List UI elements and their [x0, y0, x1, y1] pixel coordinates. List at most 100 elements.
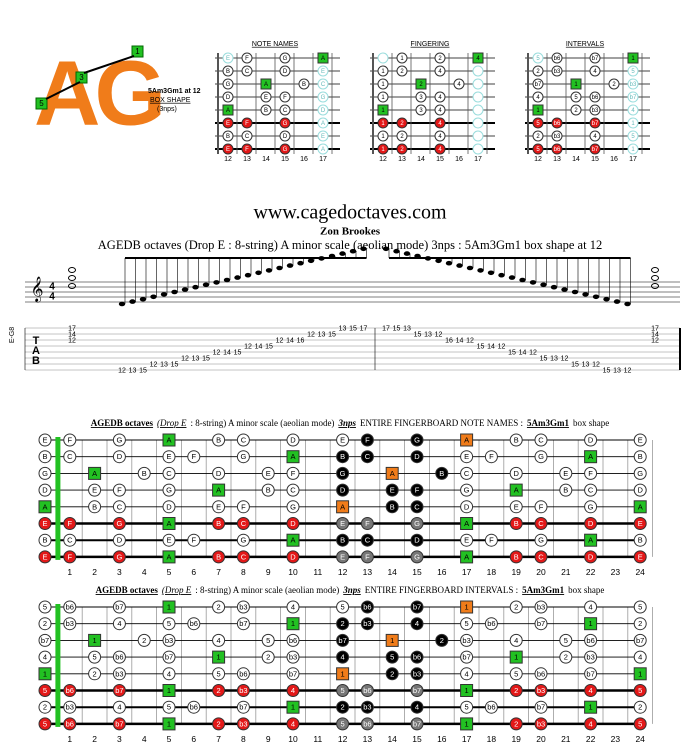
title-part: (Drop E: [157, 418, 187, 428]
note-head: [276, 265, 283, 271]
note-label: A: [321, 147, 325, 153]
note-label: C: [365, 536, 371, 545]
note-label: A: [290, 452, 295, 461]
note-label: E: [638, 552, 643, 561]
fret-number: 7: [216, 734, 221, 744]
tab-letter: T: [33, 335, 40, 347]
note-marker: [336, 517, 350, 530]
fret-number: 5: [167, 567, 172, 577]
note-label: b6: [554, 121, 561, 127]
tab-number: 16: [445, 337, 453, 344]
note-marker: [509, 667, 523, 681]
note-head: [651, 283, 659, 289]
note-label: 5: [631, 134, 635, 140]
note-marker: [187, 617, 201, 631]
note-marker: [385, 667, 399, 681]
note-marker: [484, 617, 498, 631]
note-marker: [509, 600, 523, 614]
logo-arrow: [83, 55, 135, 74]
note-label: 2: [419, 82, 423, 88]
note-label: b6: [592, 95, 599, 101]
note-marker: [360, 684, 374, 697]
note-label: 4: [476, 56, 480, 62]
tab-number: 13: [129, 367, 137, 374]
note-label: D: [637, 486, 643, 495]
note-label: G: [240, 452, 246, 461]
note-marker: [236, 450, 250, 464]
note-label: F: [245, 121, 249, 127]
note-label: b3: [363, 619, 371, 628]
note-marker: [532, 91, 544, 103]
note-label: 4: [593, 134, 597, 140]
note-label: C: [241, 519, 247, 528]
note-head: [213, 280, 220, 285]
fret-number: 24: [635, 567, 645, 577]
note-marker: [460, 433, 474, 447]
note-marker: [627, 143, 639, 155]
tab-number: 12: [244, 343, 252, 350]
note-label: E: [464, 536, 469, 545]
note-marker: [633, 633, 647, 647]
note-label: b3: [165, 636, 173, 645]
note-marker: [112, 500, 126, 514]
note-label: D: [513, 469, 519, 478]
note-marker: [236, 617, 250, 631]
note-marker: [38, 600, 52, 614]
tab-number: 14: [223, 349, 231, 356]
fret-number: 11: [313, 734, 322, 744]
note-head: [171, 289, 178, 295]
note-head: [603, 296, 610, 302]
note-marker: [434, 143, 446, 155]
note-label: F: [365, 552, 370, 561]
note-label: b7: [41, 636, 49, 645]
fret-number: 15: [412, 567, 422, 577]
note-label: E: [321, 134, 325, 140]
note-label: 5: [217, 669, 221, 678]
note-label: 2: [612, 82, 616, 88]
note-head: [192, 284, 199, 290]
logo-marker: [75, 71, 88, 84]
note-marker: [241, 143, 253, 155]
note-label: 5: [341, 719, 345, 728]
note-label: 1: [536, 108, 540, 114]
note-marker: [532, 78, 544, 90]
note-marker: [286, 533, 300, 547]
note-marker: [509, 483, 523, 497]
note-label: C: [245, 69, 250, 75]
note-label: E: [340, 435, 345, 444]
note-label: b7: [413, 686, 421, 695]
note-marker: [286, 466, 300, 480]
note-marker: [187, 700, 201, 714]
note-marker: [112, 550, 126, 564]
note-label: b3: [537, 719, 545, 728]
note-marker: [212, 433, 226, 447]
note-head: [582, 292, 589, 297]
note-label: B: [514, 519, 519, 528]
note-marker: [38, 667, 52, 681]
note-label: E: [638, 435, 643, 444]
tab-number: 13: [424, 331, 432, 338]
note-label: 2: [514, 719, 518, 728]
tab-number: 12: [213, 349, 221, 356]
note-label: 2: [440, 636, 444, 645]
note-label: b3: [239, 719, 247, 728]
note-marker: [38, 433, 52, 447]
note-label: b6: [586, 636, 594, 645]
note-marker: [509, 517, 523, 530]
note-marker: [360, 433, 374, 447]
note-marker: [551, 52, 563, 64]
tab-number: 14: [68, 331, 76, 338]
note-head: [234, 275, 241, 280]
note-label: b6: [537, 669, 545, 678]
note-marker: [38, 466, 52, 480]
note-marker: [434, 52, 446, 64]
note-label: F: [192, 452, 197, 461]
tab-number: 12: [435, 331, 443, 338]
note-marker: [112, 617, 126, 631]
note-marker: [112, 650, 126, 664]
note-marker: [336, 550, 350, 564]
tab-number: 15: [328, 331, 336, 338]
note-label: b6: [239, 669, 247, 678]
note-label: b7: [535, 82, 542, 88]
